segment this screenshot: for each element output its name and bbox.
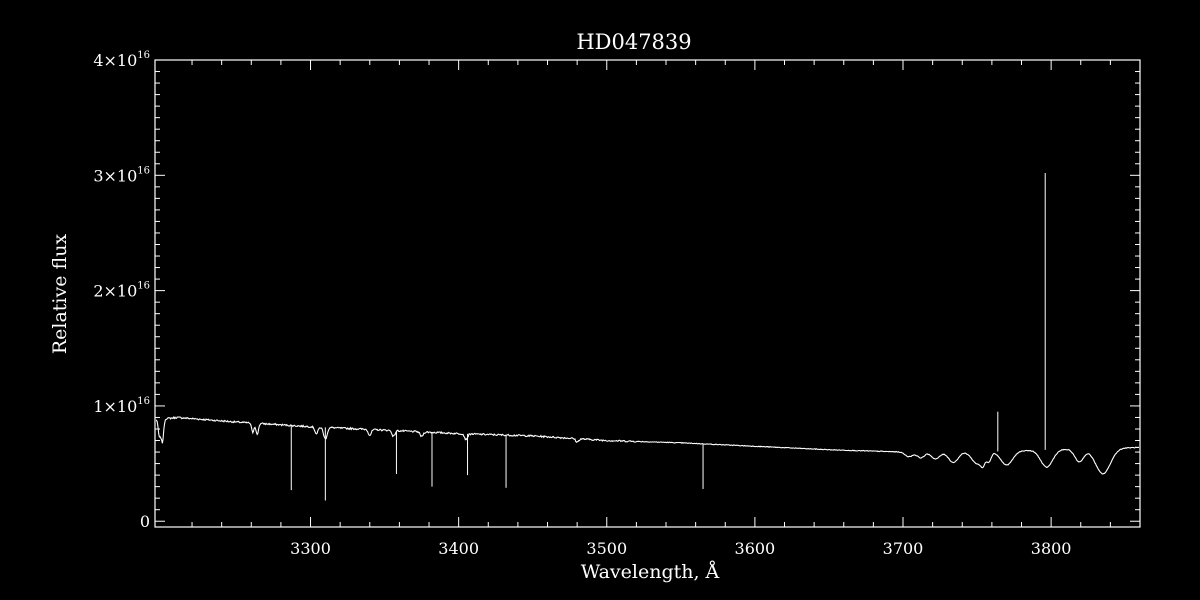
y-tick-exponent: 16 <box>137 396 150 407</box>
y-tick-labels: 0 1×1016 2×1016 3×1016 4×1016 <box>93 50 150 531</box>
x-tick-label: 3500 <box>586 539 627 558</box>
y-tick-exponent: 16 <box>137 281 150 292</box>
spike-lines <box>290 173 1046 501</box>
x-tick-label: 3400 <box>438 539 479 558</box>
spectrum-line <box>156 416 1139 475</box>
y-tick-label: 3×1016 <box>93 165 150 185</box>
y-tick-exponent: 16 <box>137 165 150 176</box>
x-tick-labels: 3300 3400 3500 3600 3700 3800 <box>290 539 1071 558</box>
x-tick-label: 3800 <box>1031 539 1072 558</box>
chart-title: HD047839 <box>576 30 691 54</box>
y-tick-label: 2×1016 <box>93 281 150 301</box>
x-axis-title: Wavelength, Å <box>581 561 720 583</box>
y-tick-label: 4×1016 <box>93 50 150 70</box>
x-tick-label: 3300 <box>290 539 331 558</box>
plot-frame <box>154 59 1141 528</box>
y-axis-title: Relative flux <box>49 234 71 355</box>
x-tick-label: 3600 <box>735 539 776 558</box>
y-tick-label: 1×1016 <box>93 396 150 416</box>
minor-ticks <box>155 60 1140 527</box>
x-tick-label: 3700 <box>883 539 924 558</box>
y-tick-exponent: 16 <box>137 50 150 61</box>
y-tick-label: 0 <box>140 512 150 531</box>
major-ticks <box>155 59 1140 527</box>
